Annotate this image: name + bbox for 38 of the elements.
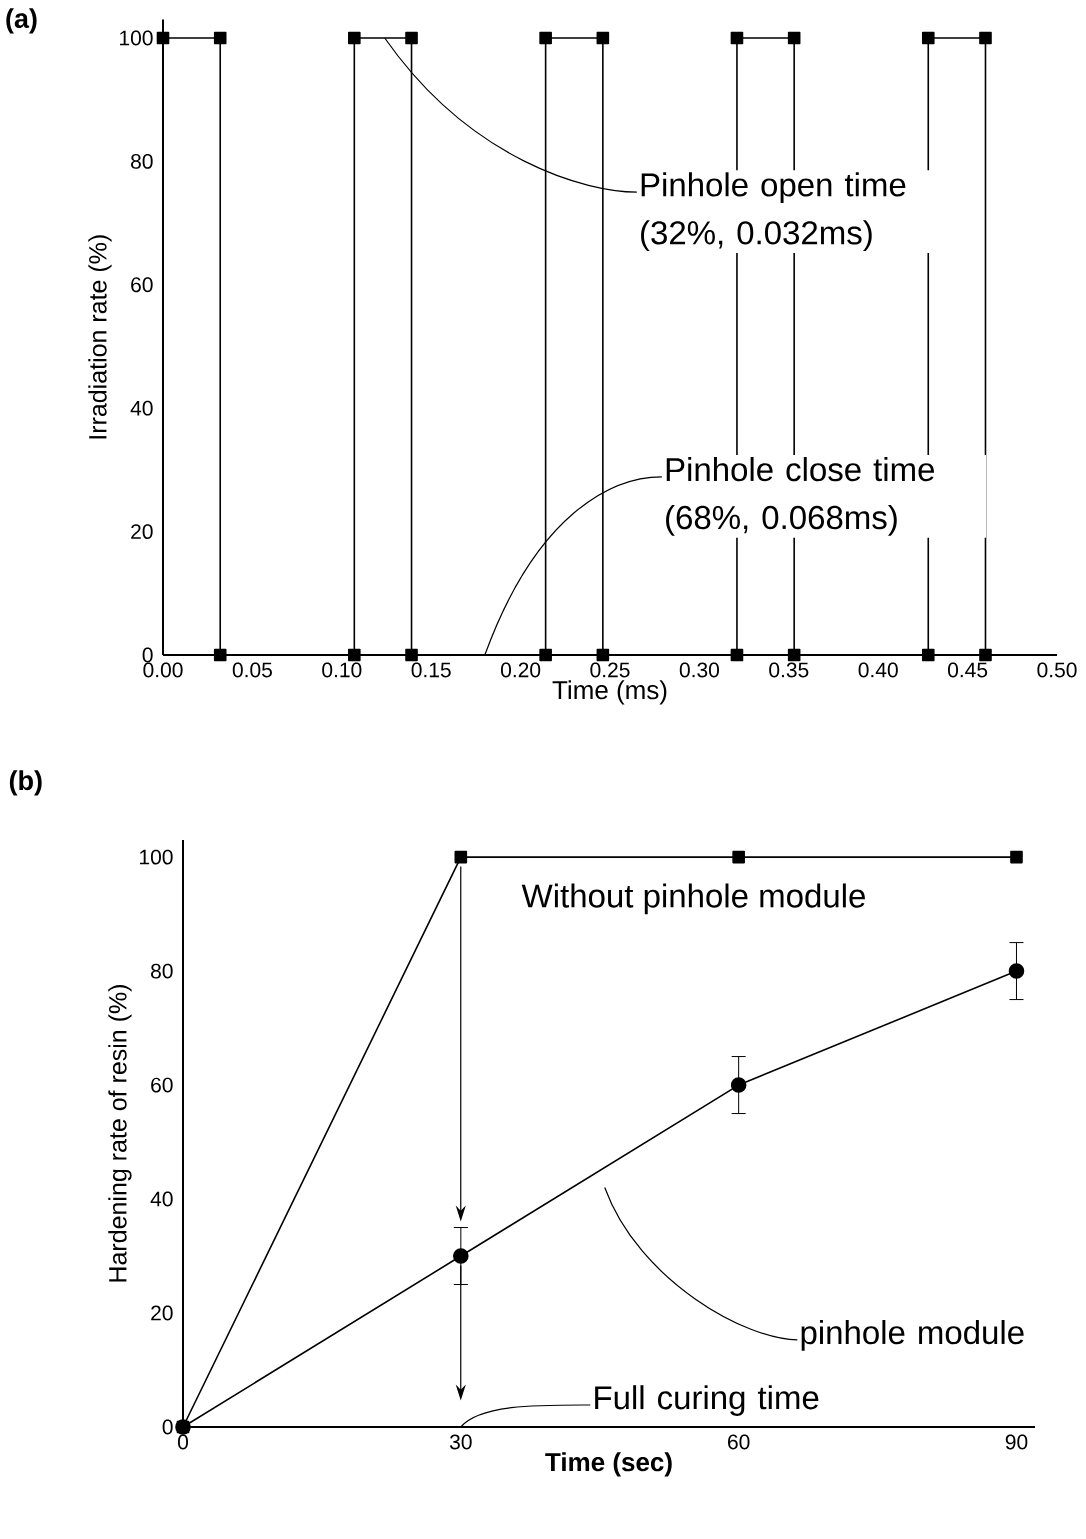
- y-tick-label: 60: [151, 1077, 173, 1093]
- x-tick-label: 0.10: [322, 662, 362, 678]
- x-tick-label: 0.00: [143, 662, 183, 678]
- y-tick-label: 20: [131, 524, 153, 540]
- x-tick-label: 0.45: [948, 662, 988, 678]
- x-tick-label: 0.25: [590, 662, 630, 678]
- y-tick-label: 100: [120, 30, 153, 46]
- x-tick-label: 0.40: [858, 662, 898, 678]
- x-tick-label: 0.15: [411, 662, 451, 678]
- x-axis-title: Time (sec): [545, 1452, 672, 1477]
- x-tick-label: 30: [449, 1434, 472, 1450]
- x-tick-label: 0: [177, 1434, 189, 1450]
- y-tick-label: 100: [140, 849, 173, 865]
- annotation: pinhole module: [801, 1320, 1024, 1351]
- x-tick-label: 60: [728, 1434, 750, 1450]
- y-tick-label: 80: [151, 963, 173, 979]
- y-tick-label: 0: [142, 647, 153, 663]
- y-tick-label: 0: [162, 1419, 173, 1435]
- x-tick-label: 0.30: [679, 662, 720, 678]
- y-tick-label: 80: [131, 153, 153, 169]
- x-tick-label: 0.35: [769, 662, 809, 678]
- x-tick-label: 90: [1005, 1434, 1028, 1450]
- series-label: Without pinhole module: [521, 883, 865, 915]
- y-tick-label: 20: [151, 1305, 173, 1321]
- y-tick-label: 40: [150, 1191, 173, 1207]
- y-axis-title: Hardening rate of resin (%): [108, 985, 132, 1282]
- y-axis-title: Irradiation rate (%): [88, 235, 112, 439]
- y-tick-label: 60: [131, 277, 153, 293]
- chart-title: (b): [9, 770, 42, 796]
- x-tick-label: 0.20: [500, 662, 541, 678]
- annotation: Pinhole open time (32%, 0.032ms): [641, 172, 906, 252]
- x-tick-label: 0.50: [1037, 662, 1077, 678]
- chart-title: (a): [6, 8, 37, 34]
- y-tick-label: 40: [130, 400, 153, 416]
- x-tick-label: 0.05: [232, 662, 272, 678]
- annotation: Pinhole close time (68%, 0.068ms): [666, 457, 934, 536]
- x-axis-title: Time (ms): [552, 680, 667, 705]
- annotation: Full curing time: [595, 1385, 819, 1416]
